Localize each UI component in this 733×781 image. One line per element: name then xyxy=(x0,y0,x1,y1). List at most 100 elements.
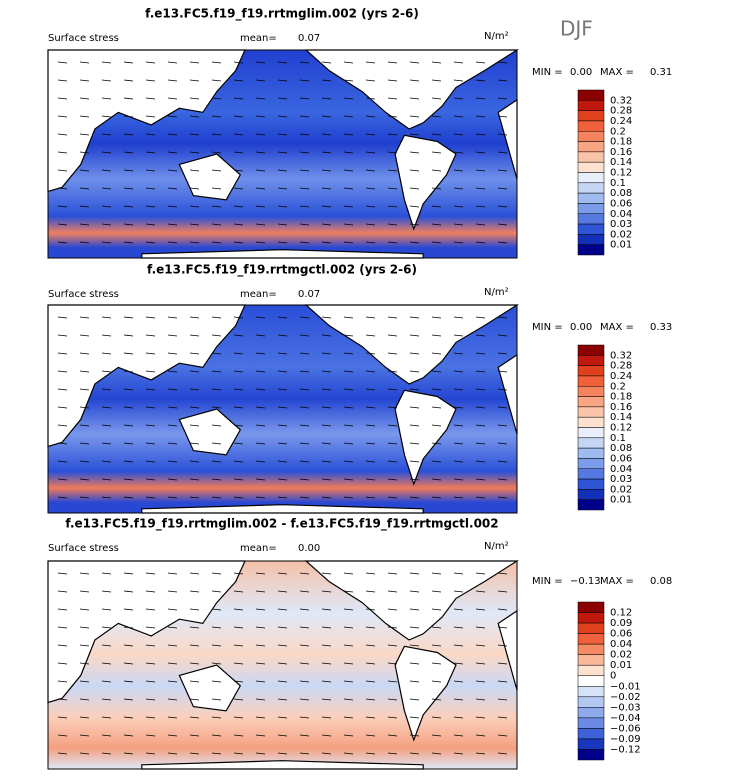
wind-arrow xyxy=(101,187,112,190)
wind-arrow xyxy=(79,406,90,409)
colorbar-label: −0.02 xyxy=(610,692,641,703)
wind-arrow xyxy=(299,352,310,355)
wind-arrow xyxy=(409,698,420,701)
colorbar-box xyxy=(577,489,605,500)
wind-arrow xyxy=(79,716,90,719)
wind-arrow xyxy=(211,572,222,575)
wind-arrow xyxy=(453,608,464,611)
wind-arrow xyxy=(431,79,442,82)
wind-arrow xyxy=(431,460,442,463)
continent xyxy=(304,49,520,130)
wind-arrow xyxy=(409,460,420,463)
wind-arrow xyxy=(409,79,420,82)
wind-arrow xyxy=(431,334,442,337)
wind-arrow xyxy=(255,590,266,593)
units-label: N/m² xyxy=(484,287,509,298)
wind-arrow xyxy=(233,608,244,611)
wind-arrow xyxy=(145,644,156,647)
wind-arrow xyxy=(255,316,266,319)
wind-arrow xyxy=(431,734,442,737)
wind-arrow xyxy=(365,424,376,427)
wind-arrow xyxy=(79,496,90,499)
wind-arrow xyxy=(475,316,486,319)
wind-arrow xyxy=(475,734,486,737)
wind-arrow xyxy=(453,388,464,391)
wind-arrow xyxy=(123,478,134,481)
wind-arrow xyxy=(145,662,156,665)
wind-arrow xyxy=(299,608,310,611)
wind-arrow xyxy=(475,644,486,647)
wind-arrow xyxy=(409,680,420,683)
colorbar-label: −0.01 xyxy=(610,681,641,692)
wind-arrow xyxy=(123,223,134,226)
wind-arrow xyxy=(321,698,332,701)
field-label: Surface stress xyxy=(48,33,119,44)
wind-arrow xyxy=(387,133,398,136)
wind-arrow xyxy=(321,187,332,190)
colorbar-box xyxy=(577,654,605,666)
colorbar-label: 0.06 xyxy=(610,629,632,640)
wind-arrow xyxy=(57,680,68,683)
wind-arrow xyxy=(123,133,134,136)
wind-arrow xyxy=(79,572,90,575)
wind-arrow xyxy=(255,370,266,373)
wind-arrow xyxy=(343,115,354,118)
wind-arrow xyxy=(189,442,200,445)
wind-arrow xyxy=(409,608,420,611)
wind-arrow xyxy=(145,352,156,355)
wind-arrow xyxy=(497,590,508,593)
wind-arrow xyxy=(255,608,266,611)
wind-arrow xyxy=(387,370,398,373)
wind-arrow xyxy=(211,151,222,154)
wind-arrow xyxy=(167,662,178,665)
colorbar-box xyxy=(577,244,605,256)
wind-arrow xyxy=(497,572,508,575)
wind-arrow xyxy=(431,241,442,244)
wind-arrow xyxy=(277,572,288,575)
wind-arrow xyxy=(365,572,376,575)
wind-arrow xyxy=(475,752,486,755)
colorbar-label: 0.1 xyxy=(610,178,626,189)
colorbar-label: −0.06 xyxy=(610,723,641,734)
wind-arrow xyxy=(299,388,310,391)
wind-arrow xyxy=(255,716,266,719)
min-label: MIN = xyxy=(532,67,563,78)
wind-arrow xyxy=(321,370,332,373)
wind-arrow xyxy=(277,626,288,629)
wind-arrow xyxy=(189,388,200,391)
wind-arrow xyxy=(365,97,376,100)
wind-arrow xyxy=(167,79,178,82)
colorbar-box xyxy=(577,161,605,173)
wind-arrow xyxy=(321,97,332,100)
colorbar-label: 0.18 xyxy=(610,137,632,148)
wind-arrow xyxy=(167,151,178,154)
wind-arrow xyxy=(211,241,222,244)
wind-arrow xyxy=(475,698,486,701)
wind-arrow xyxy=(497,115,508,118)
wind-arrow xyxy=(321,388,332,391)
wind-arrow xyxy=(497,187,508,190)
wind-arrow xyxy=(475,442,486,445)
wind-arrow xyxy=(365,644,376,647)
wind-arrow xyxy=(101,169,112,172)
wind-arrow xyxy=(57,241,68,244)
wind-arrow xyxy=(101,626,112,629)
colorbar-box xyxy=(577,416,605,428)
colorbar-label: 0.16 xyxy=(610,147,632,158)
wind-arrow xyxy=(123,752,134,755)
wind-arrow xyxy=(189,752,200,755)
colorbar-box xyxy=(577,686,605,698)
wind-arrow xyxy=(233,572,244,575)
wind-arrow xyxy=(277,424,288,427)
wind-arrow xyxy=(189,187,200,190)
max-label: MAX = xyxy=(600,576,634,587)
mean-value: 0.00 xyxy=(298,543,320,554)
wind-arrow xyxy=(233,406,244,409)
wind-arrow xyxy=(409,662,420,665)
wind-arrow xyxy=(79,187,90,190)
wind-arrow xyxy=(409,352,420,355)
min-label: MIN = xyxy=(532,576,563,587)
wind-arrow xyxy=(101,496,112,499)
wind-arrow xyxy=(365,698,376,701)
